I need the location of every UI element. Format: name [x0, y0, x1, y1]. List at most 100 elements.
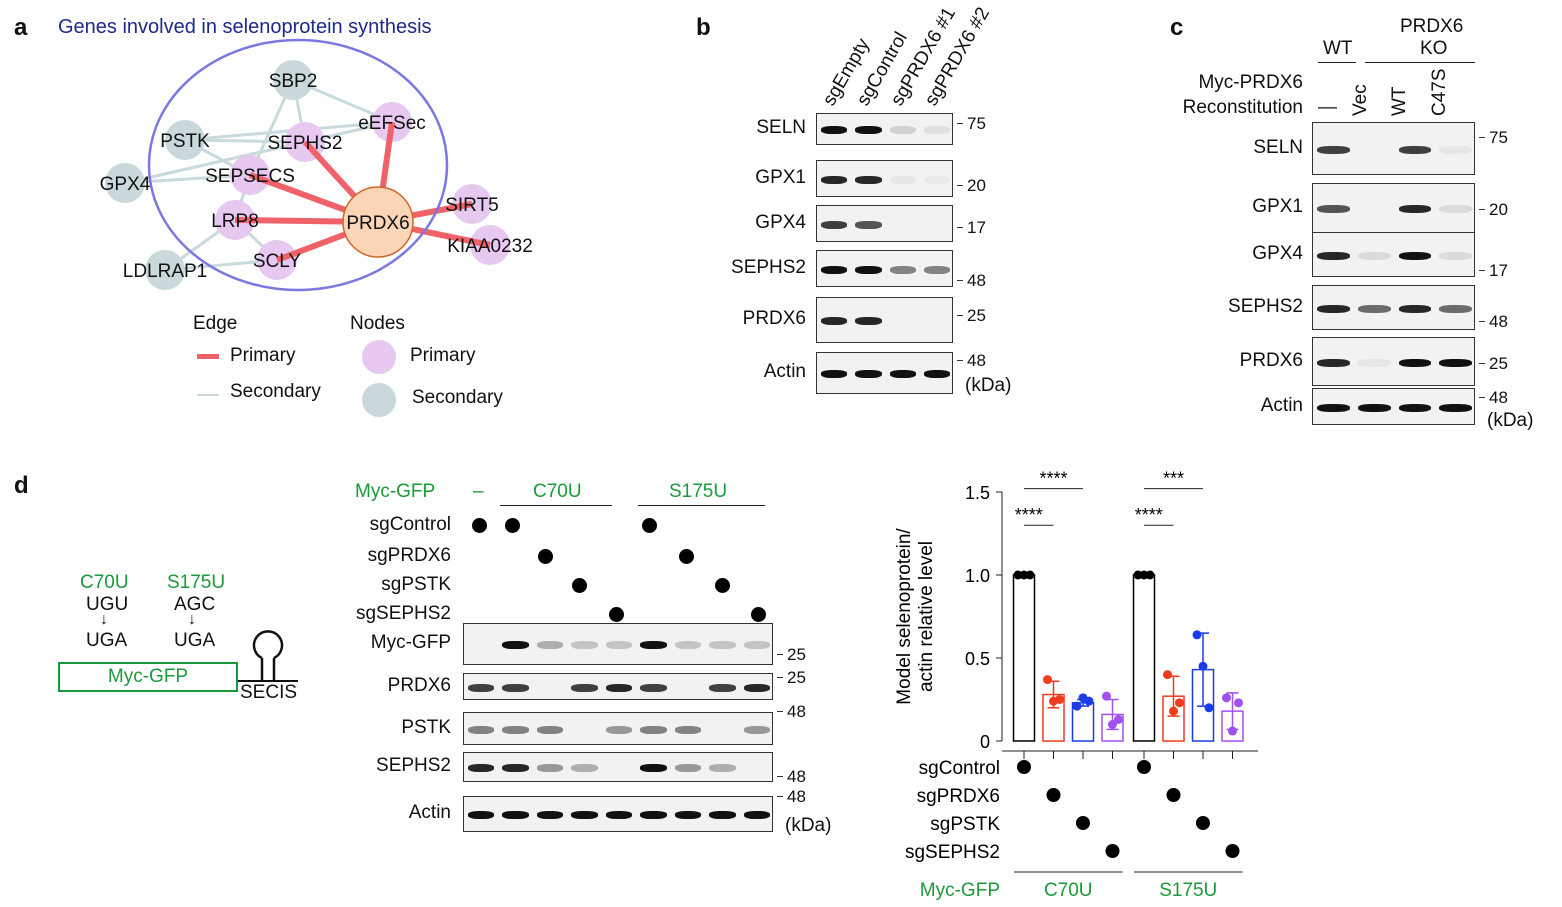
band [1439, 358, 1472, 367]
guide-label: sgSEPHS2 [355, 603, 451, 624]
band [889, 175, 916, 184]
blot-gpx4 [1312, 232, 1475, 277]
marker-label: 20 [1479, 200, 1508, 219]
band [1357, 358, 1391, 367]
kda-unit-label: (kDa) [965, 375, 1012, 396]
cluster-ellipse [147, 38, 449, 292]
guide-dot [1166, 788, 1181, 802]
significance-label: **** [1015, 505, 1043, 525]
band [1317, 145, 1350, 154]
band [855, 220, 882, 229]
significance-label: *** [1163, 469, 1184, 489]
node-label: GPX4 [100, 174, 151, 195]
kda-unit-label: (kDa) [785, 815, 832, 836]
legend-nodes-title: Nodes [350, 313, 405, 334]
legend-secondary-edge [197, 394, 219, 396]
band [709, 683, 736, 692]
marker-label: 48 [777, 767, 806, 786]
node-label: eEFSec [358, 113, 426, 134]
blot-actin [1312, 388, 1475, 425]
mut2-label: S175U [167, 572, 226, 593]
band [640, 641, 667, 649]
guide-dot [1046, 788, 1061, 802]
legend-edge-secondary: Secondary [230, 381, 321, 402]
blot-gpx1 [1312, 183, 1475, 233]
uga-label: UGA [86, 630, 128, 651]
band [1439, 304, 1472, 313]
band [1317, 205, 1350, 213]
blot-sephs2 [816, 250, 953, 287]
band [468, 725, 495, 734]
blot-row-label: SEPHS2 [376, 755, 451, 776]
panel-c-letter: c [1170, 14, 1184, 41]
marker-label: 25 [957, 306, 986, 325]
group-label: S175U [1159, 880, 1217, 901]
band [674, 811, 702, 819]
panel-d-letter: d [14, 472, 29, 499]
node-label: LRP8 [211, 211, 259, 232]
header-prdx6: PRDX6 [1400, 16, 1464, 37]
panel-b-letter: b [696, 14, 711, 41]
band [571, 683, 598, 692]
node-label: PSTK [160, 131, 210, 152]
guide-label: sgSEPHS2 [905, 842, 1000, 863]
marker-label: 48 [1479, 388, 1508, 407]
data-point [1025, 570, 1035, 580]
band [605, 683, 633, 692]
secis-label: SECIS [240, 682, 298, 703]
blot-gpx1 [816, 160, 953, 197]
significance-label: **** [1135, 505, 1163, 525]
band [468, 683, 495, 692]
blot-row-label: GPX4 [1252, 242, 1303, 264]
band [502, 725, 529, 734]
marker-label: 48 [957, 351, 986, 370]
node-label: SEPHS2 [268, 133, 343, 154]
band [674, 725, 702, 734]
y-axis-label: Model selenoprotein/actin relative level [894, 528, 937, 705]
band [640, 811, 667, 819]
legend-edge-primary: Primary [230, 345, 296, 366]
band [640, 764, 667, 772]
band [743, 641, 770, 649]
band [1317, 304, 1350, 313]
data-point [1234, 698, 1243, 708]
band [536, 811, 564, 819]
blot-actin [816, 352, 953, 394]
band [571, 641, 598, 649]
node-sbp2 [273, 60, 313, 100]
y-tick-label: 0.5 [965, 649, 990, 669]
data-point [1222, 693, 1231, 703]
data-point [1175, 698, 1184, 708]
node-label: KIAA0232 [447, 236, 533, 257]
band [502, 811, 529, 819]
band [821, 317, 848, 325]
recon-label-1: Myc-PRDX6 [1198, 72, 1303, 93]
data-point [1055, 695, 1064, 704]
band [468, 764, 495, 772]
mut1-label: C70U [80, 572, 129, 593]
y-tick-label: 1.0 [965, 566, 990, 586]
band [855, 265, 882, 274]
guide-label: sgPSTK [930, 814, 1000, 835]
band [889, 126, 916, 134]
band [923, 370, 950, 378]
group-label: C70U [1044, 880, 1093, 901]
myc-gfp-header: Myc-GFP [355, 481, 436, 502]
legend-secondary-node [362, 383, 396, 417]
blot-pstk [463, 712, 773, 745]
band [1357, 304, 1391, 313]
band [855, 175, 882, 184]
band [674, 641, 702, 649]
band [571, 811, 598, 819]
bar [1012, 574, 1036, 742]
lane-label: WT [1389, 86, 1410, 116]
band [709, 641, 736, 649]
blot-row-label: Actin [408, 802, 451, 823]
marker-label: 25 [777, 645, 806, 664]
band [1439, 145, 1472, 154]
no-construct-dash: – [473, 481, 484, 502]
marker-label: 25 [777, 668, 806, 687]
band [536, 725, 564, 734]
band [1398, 145, 1432, 154]
blot-row-label: Myc-GFP [370, 632, 451, 653]
